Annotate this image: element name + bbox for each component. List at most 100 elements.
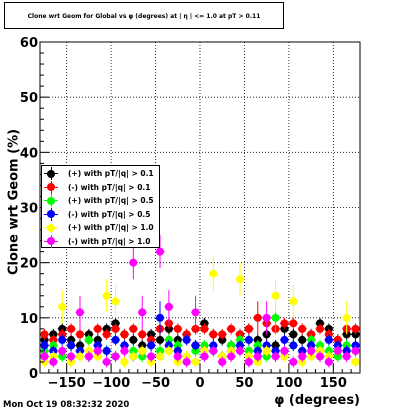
data-point bbox=[84, 334, 94, 346]
data-point bbox=[244, 334, 254, 346]
data-point bbox=[315, 350, 325, 362]
data-points bbox=[39, 235, 361, 368]
data-point bbox=[111, 284, 121, 318]
x-tick-label: 0 bbox=[195, 376, 204, 391]
marker-dot bbox=[298, 335, 307, 344]
data-point bbox=[306, 345, 316, 357]
data-point bbox=[235, 345, 245, 357]
data-point bbox=[191, 356, 201, 368]
marker-dot bbox=[351, 357, 360, 366]
marker-dot bbox=[40, 352, 49, 361]
data-point bbox=[226, 323, 236, 335]
data-point bbox=[48, 356, 58, 368]
data-point bbox=[244, 323, 254, 335]
marker-dot bbox=[173, 324, 182, 333]
y-tick-label: 50 bbox=[20, 91, 38, 106]
x-tick-label: 100 bbox=[275, 376, 302, 391]
x-tick-label: 50 bbox=[235, 376, 253, 391]
data-point bbox=[155, 334, 165, 346]
x-tick-label: −150 bbox=[48, 376, 86, 391]
marker-dot bbox=[342, 313, 351, 322]
marker-dot bbox=[227, 352, 236, 361]
data-point bbox=[128, 246, 138, 280]
marker-dot bbox=[324, 335, 333, 344]
marker-dot bbox=[164, 346, 173, 355]
marker-dot bbox=[280, 335, 289, 344]
marker-dot bbox=[164, 302, 173, 311]
marker-dot bbox=[111, 352, 120, 361]
y-tick-label: 10 bbox=[20, 312, 38, 327]
marker-dot bbox=[84, 352, 93, 361]
marker-dot bbox=[40, 341, 49, 350]
data-point bbox=[173, 323, 183, 335]
marker-dot bbox=[280, 319, 289, 328]
chart-title: Clone wrt Geom for Global vs φ (degrees)… bbox=[4, 2, 284, 29]
marker-dot bbox=[244, 357, 253, 366]
data-point bbox=[146, 350, 156, 362]
marker-dot bbox=[129, 352, 138, 361]
legend-entry: (+) with pT/|q| > 1.0 bbox=[42, 221, 159, 234]
data-point bbox=[315, 323, 325, 335]
legend-label: (+) with pT/|q| > 0.5 bbox=[68, 196, 154, 205]
data-point bbox=[182, 334, 192, 346]
data-point bbox=[297, 323, 307, 335]
marker-dot bbox=[102, 330, 111, 339]
data-point bbox=[351, 323, 361, 335]
marker-dot bbox=[156, 247, 164, 256]
data-point bbox=[111, 350, 121, 362]
data-point bbox=[119, 356, 129, 368]
legend-label: (+) with pT/|q| > 0.1 bbox=[68, 169, 154, 178]
marker-dot bbox=[58, 335, 67, 344]
x-tick-label: −100 bbox=[92, 376, 130, 391]
marker-dot bbox=[173, 352, 182, 361]
data-point bbox=[39, 350, 49, 362]
marker-dot bbox=[289, 330, 298, 339]
marker-dot bbox=[191, 341, 200, 350]
data-point bbox=[128, 334, 138, 346]
marker-dot bbox=[138, 346, 147, 355]
data-point bbox=[288, 284, 298, 318]
marker-dot bbox=[182, 357, 191, 366]
data-point bbox=[271, 350, 281, 362]
data-point bbox=[271, 279, 281, 313]
data-point bbox=[164, 290, 174, 324]
marker-dot bbox=[67, 324, 76, 333]
data-point bbox=[119, 328, 129, 340]
data-point bbox=[208, 328, 218, 340]
legend-label: (-) with pT/|q| > 0.1 bbox=[68, 182, 151, 192]
legend-marker bbox=[42, 221, 60, 234]
data-point bbox=[217, 356, 227, 368]
data-point bbox=[102, 345, 112, 357]
y-tick-label: 20 bbox=[20, 257, 38, 272]
data-point bbox=[57, 334, 67, 346]
data-point bbox=[102, 279, 112, 313]
marker-dot bbox=[84, 335, 93, 344]
data-point bbox=[199, 323, 209, 335]
marker-dot bbox=[316, 324, 324, 333]
marker-dot bbox=[129, 324, 138, 333]
marker-dot bbox=[236, 275, 244, 284]
data-point bbox=[333, 345, 343, 357]
data-point bbox=[155, 235, 165, 269]
legend-label: (-) with pT/|q| > 1.0 bbox=[68, 236, 151, 246]
marker-dot bbox=[182, 335, 191, 344]
marker-dot bbox=[156, 335, 164, 344]
data-point bbox=[217, 328, 227, 340]
data-point bbox=[199, 350, 209, 362]
data-point bbox=[351, 356, 361, 368]
marker-dot bbox=[111, 324, 120, 333]
marker-dot bbox=[93, 324, 102, 333]
marker-dot bbox=[280, 346, 289, 355]
data-point bbox=[235, 262, 245, 296]
data-point bbox=[137, 345, 147, 357]
y-tick-label: 40 bbox=[20, 146, 38, 161]
data-point bbox=[164, 345, 174, 357]
data-point bbox=[262, 345, 272, 357]
marker-dot bbox=[342, 352, 351, 361]
marker-dot bbox=[58, 346, 67, 355]
marker-dot bbox=[129, 258, 138, 267]
marker-dot bbox=[244, 324, 253, 333]
legend: (+) with pT/|q| > 0.1 (-) with pT/|q| > 0… bbox=[41, 165, 160, 248]
marker-dot bbox=[102, 291, 111, 300]
marker-dot bbox=[120, 330, 129, 339]
